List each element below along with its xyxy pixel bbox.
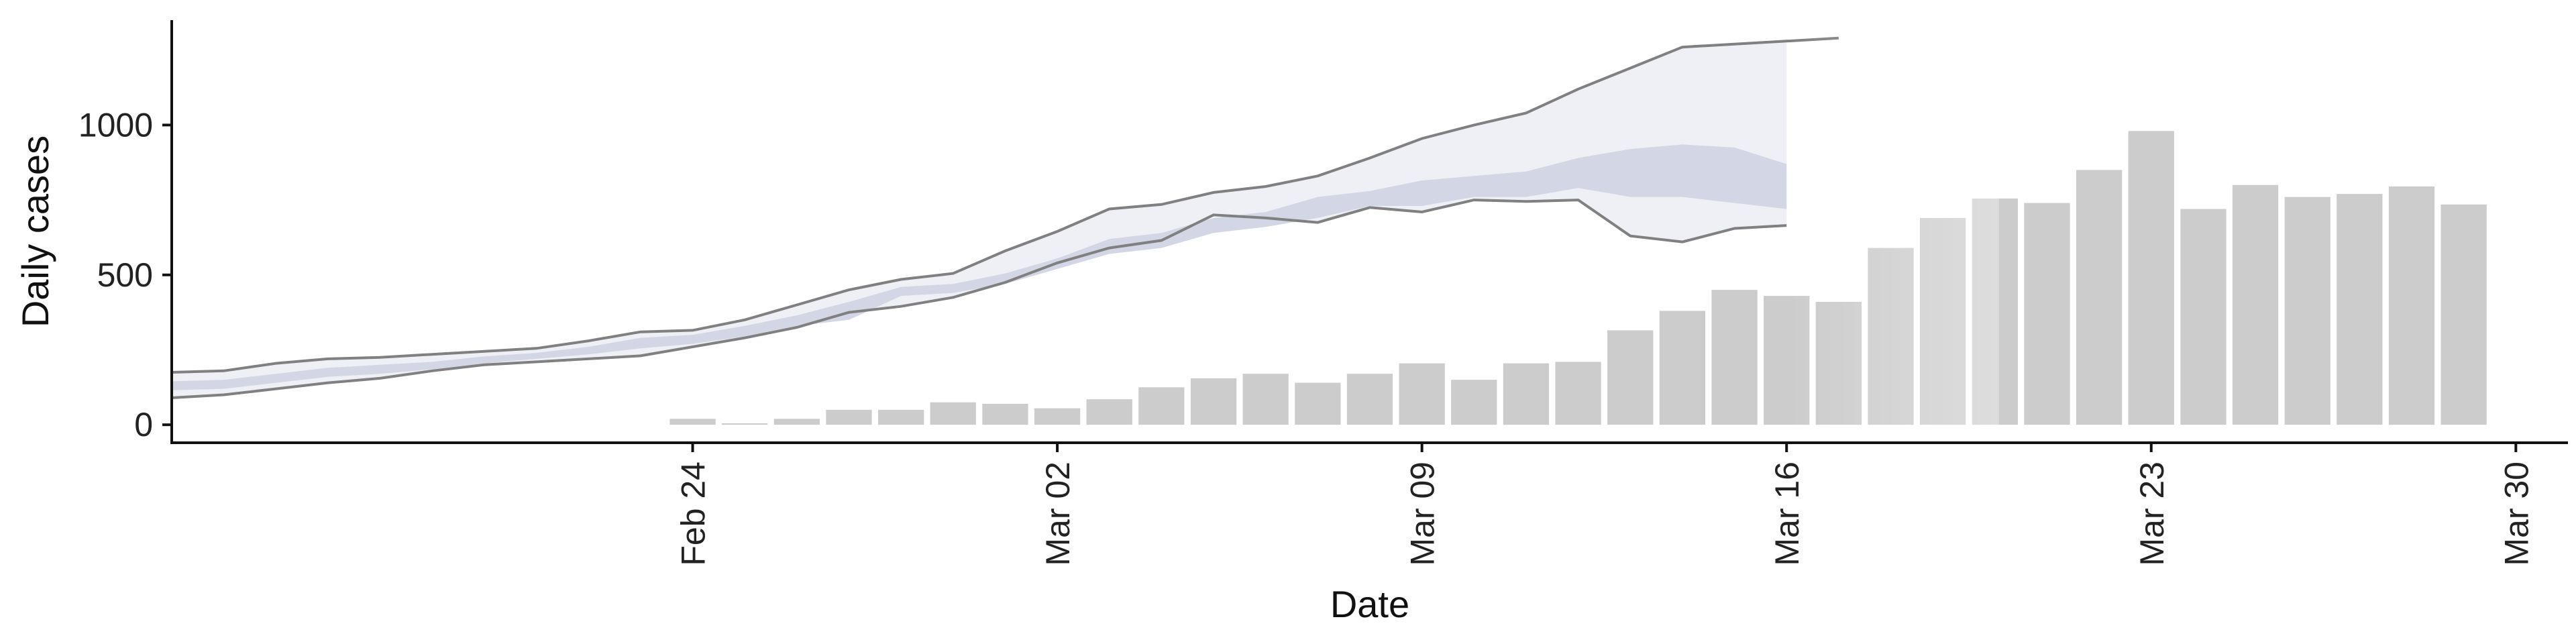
bar-2020-03-02 [1034,408,1081,425]
bar-2020-03-12 [1555,362,1601,425]
y-tick-label-500: 500 [97,256,153,294]
bar-2020-02-26 [773,419,820,425]
bar-2020-03-10 [1451,380,1497,425]
x-tick-label-2020-02-24: Feb 24 [675,462,712,566]
bar-2020-03-26 [2284,197,2330,425]
axis-ticks: 0 500 1000 Feb 24 Mar 02 Mar 09 Mar 16 Mar 23 Ma… [78,106,2536,566]
x-axis-title: Date [1330,583,1409,625]
x-tick-label-2020-03-09: Mar 09 [1404,462,1442,566]
bar-2020-03-04 [1138,387,1185,425]
bar-2020-02-25 [722,423,768,425]
bar-2020-03-21 [2024,203,2070,425]
x-tick-label-2020-03-02: Mar 02 [1039,462,1077,566]
bar-2020-03-23 [2128,131,2174,425]
bar-2020-03-07 [1295,382,1341,425]
bar-2020-03-27 [2337,194,2383,425]
x-tick-label-2020-03-30: Mar 30 [2498,462,2535,566]
y-tick-label-1000: 1000 [78,106,153,144]
y-axis-title: Daily cases [14,136,56,327]
x-tick-label-2020-03-23: Mar 23 [2133,462,2171,566]
y-tick-label-0: 0 [134,406,153,443]
bar-2020-03-05 [1190,378,1237,425]
upper-bound-line [171,36,1839,374]
bar-2020-03-11 [1503,363,1550,425]
bar-2020-03-13 [1607,330,1654,425]
bar-2020-02-28 [878,409,924,425]
bar-2020-03-01 [982,403,1028,425]
bar-2020-03-09 [1399,363,1445,425]
bar-2020-03-06 [1242,374,1289,425]
x-tick-label-2020-03-16: Mar 16 [1768,462,1806,566]
axes [170,20,2568,444]
lower-bound-line [171,199,1787,399]
outer-estimate-band [172,41,1787,398]
bar-2020-02-27 [826,409,872,425]
bar-2020-02-29 [930,402,976,425]
bar-2020-03-22 [2076,170,2123,425]
estimate-bound-lines [171,20,1999,443]
bar-2020-03-08 [1346,374,1393,425]
line-fade-overlay [1786,20,1999,443]
bar-2020-03-15 [1711,290,1758,425]
bar-2020-03-29 [2440,204,2487,425]
bar-2020-03-28 [2388,186,2435,425]
bar-2020-02-24 [669,419,716,425]
bar-2020-03-24 [2180,209,2226,425]
bar-2020-03-25 [2232,184,2279,425]
inner-estimate-band [172,144,1787,390]
bar-2020-03-03 [1086,399,1132,425]
bar-2020-03-14 [1659,311,1705,425]
